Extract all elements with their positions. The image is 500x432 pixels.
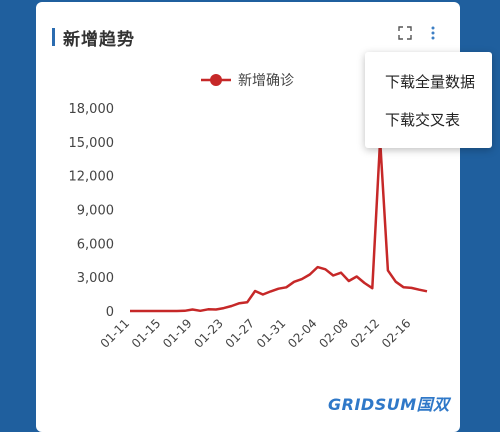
legend-label: 新增确诊 [238,73,294,89]
card-header: 新增趋势 [52,24,135,50]
menu-item-download-crosstab[interactable]: 下载交叉表 [385,111,461,129]
x-tick-label: 01-27 [223,316,258,351]
legend-marker [210,74,222,86]
chart-legend[interactable]: 新增确诊 [201,73,294,89]
x-tick-label: 01-15 [129,316,164,351]
trend-chart: 新增确诊 03,0006,0009,00012,00015,00018,000 … [69,73,428,351]
x-tick-label: 02-04 [285,316,320,351]
x-tick-label: 02-08 [316,316,351,351]
y-tick-label: 12,000 [69,170,115,185]
more-vert-icon[interactable] [425,26,441,42]
download-menu: 下载全量数据 下载交叉表 [365,52,492,148]
x-tick-label: 01-31 [254,316,289,351]
x-tick-label: 02-12 [348,316,383,351]
y-tick-label: 9,000 [77,204,114,219]
y-tick-label: 0 [106,305,114,320]
x-tick-label: 02-16 [379,316,414,351]
series-line [130,138,428,313]
x-tick-label: 01-19 [160,316,195,351]
card-title: 新增趋势 [63,29,135,50]
x-tick-label: 01-23 [191,316,226,351]
x-tick-label: 01-11 [98,316,133,351]
menu-item-download-full[interactable]: 下载全量数据 [385,73,476,91]
expand-icon[interactable] [397,26,413,42]
y-tick-label: 15,000 [69,136,115,151]
y-tick-label: 6,000 [77,237,114,252]
title-accent-bar [52,28,55,46]
y-axis: 0 3,000 6,000 9,000 12,000 15,000 18,000 [69,102,115,320]
y-tick-label: 3,000 [77,271,114,286]
x-axis: 01-1101-1501-1901-2301-2701-3102-0402-08… [98,316,414,351]
plot-area [130,138,428,313]
y-tick-label: 18,000 [69,102,115,117]
gridsum-logo: GRIDSUM国双 [328,395,450,414]
